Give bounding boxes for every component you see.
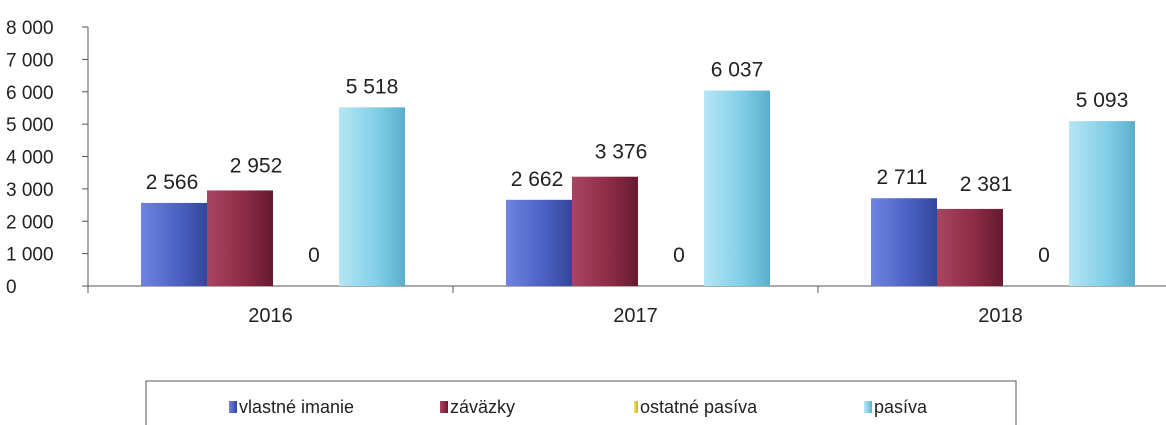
- data-label: 2 952: [230, 154, 283, 177]
- legend-label: vlastné imanie: [239, 397, 354, 417]
- bar: [207, 190, 273, 286]
- bar: [339, 107, 405, 286]
- bar: [704, 90, 770, 286]
- y-axis: 0 1 000 2 000 3 000 4 000 5 000 6 000 7 000 8 00…: [6, 18, 89, 298]
- legend-swatch: [864, 401, 872, 413]
- x-category-label: 2018: [978, 305, 1023, 327]
- bar: [937, 208, 1003, 286]
- data-label: 2 711: [877, 166, 928, 189]
- legend-swatch: [440, 401, 448, 413]
- data-labels: 2 566 2 952 0 5 518 2 662 3 376 0 6 037 2 711 2 3…: [146, 59, 1129, 267]
- data-label: 0: [1038, 244, 1050, 267]
- legend-label: pasíva: [874, 397, 928, 417]
- y-tick-label: 6 000: [6, 83, 54, 104]
- data-label: 0: [673, 244, 685, 267]
- bar: [572, 176, 638, 286]
- x-category-label: 2016: [248, 305, 293, 327]
- y-tick-label: 2 000: [6, 212, 54, 233]
- y-tick-label: 0: [6, 277, 17, 298]
- data-label: 2 662: [511, 168, 564, 191]
- data-label: 2 566: [146, 171, 199, 194]
- x-category-label: 2017: [613, 305, 658, 327]
- bar: [141, 202, 207, 286]
- bars: [141, 90, 1135, 286]
- bar: [871, 198, 937, 286]
- legend-label: ostatné pasíva: [640, 397, 758, 417]
- data-label: 6 037: [711, 59, 764, 82]
- y-tick-label: 1 000: [6, 245, 54, 266]
- data-label: 3 376: [595, 141, 648, 164]
- data-label: 5 518: [346, 75, 399, 98]
- data-label: 2 381: [960, 173, 1013, 196]
- y-tick-label: 7 000: [6, 50, 54, 71]
- y-tick-label: 8 000: [6, 18, 54, 39]
- bar: [506, 199, 572, 286]
- legend-label: záväzky: [450, 397, 515, 417]
- y-tick-label: 5 000: [6, 115, 54, 136]
- y-tick-label: 3 000: [6, 180, 54, 201]
- x-axis: 2016 2017 2018: [87, 285, 1166, 327]
- data-label: 5 093: [1076, 89, 1129, 112]
- data-label: 0: [308, 244, 320, 267]
- y-tick-label: 4 000: [6, 148, 54, 169]
- bar: [1069, 121, 1135, 286]
- legend-swatch: [634, 401, 638, 413]
- legend: vlastné imanie záväzky ostatné pasíva pasív…: [145, 380, 1017, 425]
- legend-swatch: [229, 401, 237, 413]
